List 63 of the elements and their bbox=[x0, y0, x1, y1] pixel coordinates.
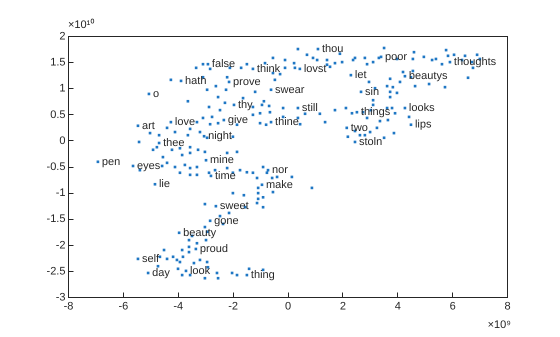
x-tick-label: 8 bbox=[504, 300, 511, 312]
x-tick-label: 6 bbox=[450, 300, 456, 312]
annotation: lovst bbox=[304, 62, 326, 75]
annotation: two bbox=[350, 122, 368, 134]
y-tick-label: 0.5 bbox=[50, 108, 66, 121]
y-tick-label: -1 bbox=[56, 187, 66, 200]
annotation: proud bbox=[200, 242, 228, 255]
text: ×10⁹ bbox=[488, 319, 511, 331]
annotation: think bbox=[256, 62, 281, 75]
annotation: let bbox=[354, 69, 367, 82]
x-tick-label: -6 bbox=[118, 300, 128, 312]
x-tick-label: 2 bbox=[340, 300, 346, 312]
annotation: pen bbox=[102, 156, 120, 168]
y-tick-label: -2 bbox=[56, 239, 66, 252]
annotation: mine bbox=[210, 154, 234, 166]
annotation: things bbox=[360, 106, 391, 118]
annotation: look bbox=[190, 264, 211, 277]
annotation: art bbox=[142, 120, 155, 132]
y-tick-label: 0 bbox=[59, 134, 66, 147]
annotation: looks bbox=[408, 102, 436, 114]
x-tick-label: -4 bbox=[173, 300, 184, 312]
annotation: thy bbox=[238, 98, 254, 111]
annotation: lips bbox=[414, 118, 432, 131]
annotation: love bbox=[174, 116, 196, 128]
annotation: thee bbox=[163, 137, 185, 150]
y-tick-label: -0.5 bbox=[46, 161, 66, 173]
annotation: sweet bbox=[220, 200, 249, 212]
annotation: prove bbox=[233, 76, 261, 88]
annotation: stoln bbox=[358, 136, 382, 148]
annotation: gone bbox=[214, 214, 239, 227]
y-tick-label: -3 bbox=[56, 292, 66, 304]
annotation: make bbox=[266, 178, 293, 191]
x-tick-label: 0 bbox=[284, 300, 292, 312]
y-tick-label: 1.5 bbox=[50, 56, 66, 69]
annotation: day bbox=[152, 266, 170, 279]
annotation: beautys bbox=[408, 70, 448, 82]
annotation: hath bbox=[185, 74, 206, 87]
annotation: night bbox=[208, 130, 232, 142]
annotation: thou bbox=[322, 43, 344, 56]
annotation: poor bbox=[385, 50, 408, 63]
y-tick-label: 1 bbox=[59, 82, 66, 95]
annotation: nor bbox=[272, 164, 288, 176]
y-tick-label: 2 bbox=[59, 30, 66, 42]
y-tick-label: -1.5 bbox=[46, 213, 66, 226]
annotation: sin bbox=[365, 86, 380, 98]
annotation: self bbox=[142, 252, 160, 265]
annotation: thing bbox=[250, 269, 275, 282]
annotation: still bbox=[302, 102, 318, 114]
annotation: beauty bbox=[183, 226, 217, 239]
x-tick-label: -2 bbox=[228, 300, 238, 312]
y-tick-label: -2.5 bbox=[46, 265, 66, 278]
annotation: thoughts bbox=[454, 56, 497, 68]
annotation: lie bbox=[158, 178, 170, 190]
annotation: eyes bbox=[137, 160, 161, 172]
x-tick-label: 4 bbox=[394, 300, 401, 312]
text: ×10¹⁰ bbox=[68, 18, 94, 31]
annotation: time bbox=[214, 170, 236, 182]
annotation: swear bbox=[275, 84, 305, 96]
x-tick-label: -8 bbox=[64, 300, 74, 312]
annotation: give bbox=[228, 114, 248, 126]
annotation: false bbox=[212, 58, 236, 70]
annotation: o bbox=[152, 88, 160, 100]
annotation: thine bbox=[275, 116, 299, 128]
